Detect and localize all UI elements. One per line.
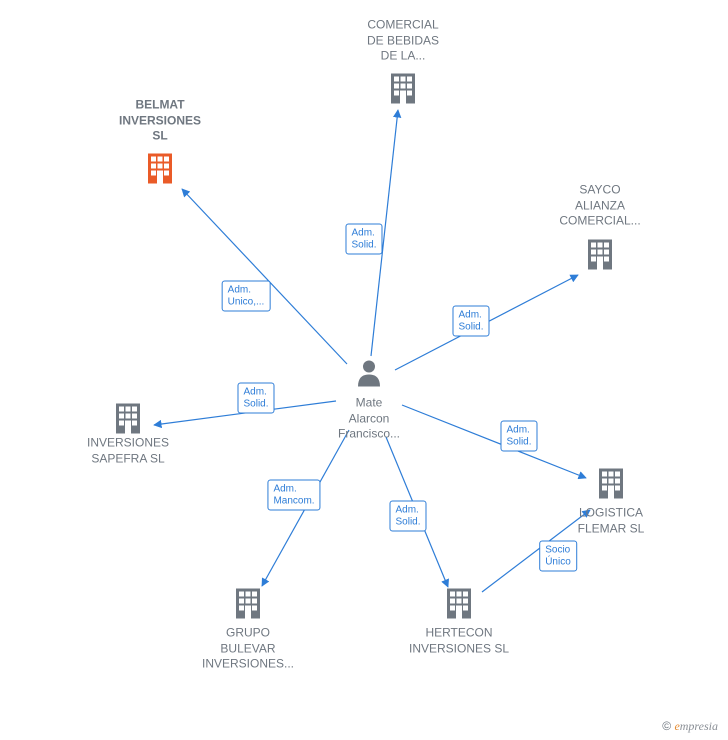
- footer-attribution: © empresia: [662, 719, 718, 734]
- node-label-text: Mate Alarcon Francisco...: [338, 396, 400, 443]
- brand-rest: mpresia: [680, 719, 718, 733]
- edge-label: Adm. Solid.: [345, 224, 382, 255]
- edge-line: [402, 405, 586, 478]
- node-label[interactable]: COMERCIAL DE BEBIDAS DE LA...: [367, 16, 439, 65]
- diagram-canvas: Mate Alarcon Francisco... BELMAT INVERSIO…: [0, 0, 728, 740]
- building-icon-highlight[interactable]: [145, 152, 175, 189]
- edge-label: Adm. Solid.: [237, 383, 274, 414]
- node-label-text: COMERCIAL DE BEBIDAS DE LA...: [367, 18, 439, 65]
- node-label[interactable]: BELMAT INVERSIONES SL: [119, 96, 201, 145]
- node-label-text: HERTECON INVERSIONES SL: [409, 625, 509, 656]
- building-icon[interactable]: [596, 467, 626, 504]
- node-label-text: SAYCO ALIANZA COMERCIAL...: [559, 183, 640, 230]
- edge-label: Adm. Unico,...: [222, 281, 271, 312]
- node-label-text: LOGISTICA FLEMAR SL: [578, 505, 645, 536]
- building-icon[interactable]: [388, 72, 418, 109]
- node-label-text: BELMAT INVERSIONES SL: [119, 98, 201, 145]
- copyright-symbol: ©: [662, 719, 671, 733]
- node-label[interactable]: SAYCO ALIANZA COMERCIAL...: [559, 181, 640, 230]
- building-icon[interactable]: [585, 238, 615, 275]
- edge-label: Adm. Solid.: [452, 306, 489, 337]
- node-label-text: INVERSIONES SAPEFRA SL: [87, 435, 169, 466]
- node-label[interactable]: GRUPO BULEVAR INVERSIONES...: [202, 624, 294, 673]
- edge-label: Adm. Solid.: [500, 421, 537, 452]
- node-label[interactable]: LOGISTICA FLEMAR SL: [578, 503, 645, 536]
- node-label-text: GRUPO BULEVAR INVERSIONES...: [202, 626, 294, 673]
- edge-label: Adm. Mancom.: [267, 480, 320, 511]
- edge-line: [182, 189, 347, 364]
- building-icon[interactable]: [444, 587, 474, 624]
- node-label[interactable]: HERTECON INVERSIONES SL: [409, 623, 509, 656]
- building-icon[interactable]: [233, 587, 263, 624]
- node-label[interactable]: INVERSIONES SAPEFRA SL: [87, 433, 169, 466]
- person-icon[interactable]: [356, 359, 382, 392]
- edge-label: Adm. Solid.: [389, 501, 426, 532]
- edge-label: Socio Único: [539, 541, 577, 572]
- node-label[interactable]: Mate Alarcon Francisco...: [338, 394, 400, 443]
